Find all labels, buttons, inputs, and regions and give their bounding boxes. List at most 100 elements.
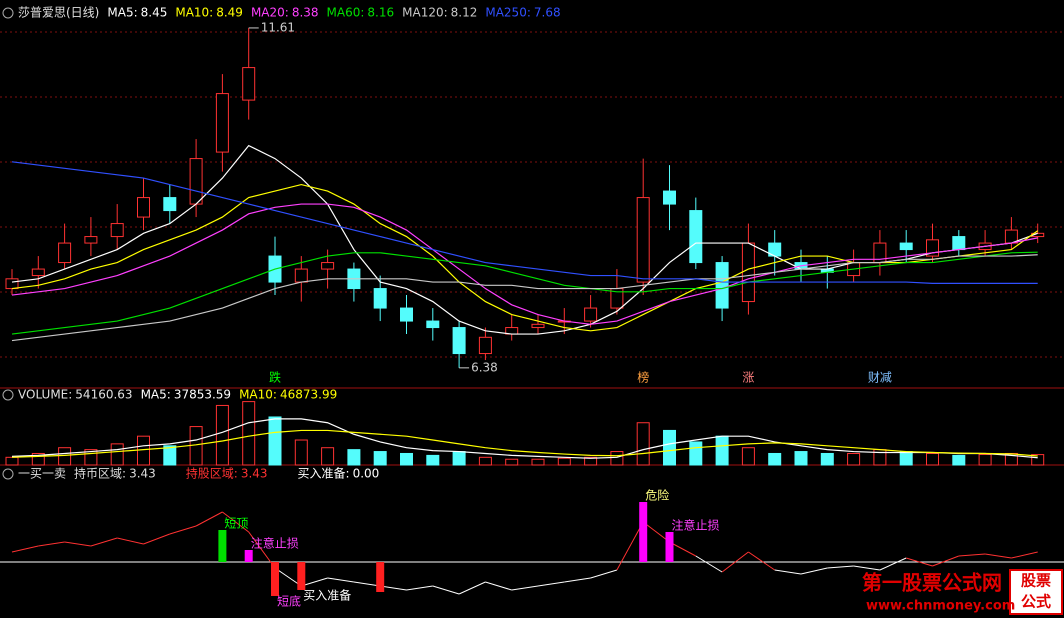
indicator-segment (248, 531, 276, 569)
event-marker: 榜 (637, 370, 649, 385)
legend-text: MA5: (141, 388, 171, 402)
volume-bar (689, 441, 703, 466)
watermark-title: 第一股票公式网 (862, 571, 1002, 595)
legend-text: MA120: (402, 6, 448, 20)
signal-label: 注意止损 (672, 518, 720, 533)
indicator-segment (195, 511, 223, 527)
indicator-segment (222, 511, 250, 533)
indicator-segment (616, 521, 644, 571)
candle-body (242, 67, 256, 101)
indicator-segment (695, 555, 723, 573)
volume-bar (347, 449, 361, 466)
volume-bar (715, 435, 729, 466)
candle-body (321, 262, 335, 270)
ma-line (11, 251, 1038, 335)
indicator-segment (458, 581, 486, 595)
indicator-segment (406, 585, 433, 591)
volume-bar (137, 435, 150, 466)
ma-line (11, 203, 1038, 325)
indicator-segment (932, 555, 959, 567)
signal-bar (639, 502, 648, 562)
indicator-segment (169, 525, 197, 535)
indicator-segment (985, 553, 1012, 559)
legend-text: 46873.99 (280, 388, 337, 402)
candle-body (636, 197, 650, 283)
menu-icon[interactable] (2, 7, 14, 19)
candle-body (426, 320, 440, 329)
volume-bar (505, 458, 519, 466)
indicator-segment (301, 577, 328, 587)
indicator-segment (117, 537, 144, 545)
candle-body (215, 93, 229, 153)
indicator-segment (827, 565, 854, 569)
volume-bar (163, 445, 177, 466)
volume-bar (926, 452, 939, 466)
indicator-segment (642, 521, 670, 543)
legend-text: VOLUME: (18, 388, 72, 402)
indicator-segment (906, 557, 933, 567)
volume-bar (321, 447, 335, 466)
indicator-segment (38, 541, 65, 547)
candle-body (163, 197, 177, 212)
candle-body (689, 210, 703, 264)
volume-bar (58, 447, 72, 466)
indicator-segment (511, 585, 539, 591)
ma-line (11, 161, 1038, 284)
indicator-segment (800, 567, 828, 575)
candle-body (137, 197, 150, 218)
volume-bar (426, 454, 440, 466)
indicator-segment (432, 585, 460, 595)
indicator-segment (774, 569, 802, 575)
candle-body (31, 268, 45, 277)
candle-body (452, 327, 466, 355)
legend-text: 3.43 (129, 467, 156, 481)
indicator-segment (380, 585, 407, 591)
volume-bar (1031, 454, 1045, 466)
volume-bar (452, 451, 466, 466)
volume-bar (242, 401, 256, 466)
indicator-segment (353, 581, 381, 587)
volume-bar (636, 422, 650, 466)
legend-text: 莎普爱思(日线) (18, 6, 99, 20)
volume-bar (373, 451, 387, 466)
legend-text: 8.49 (216, 6, 243, 20)
signal-bar (376, 562, 385, 592)
event-marker: 跌 (269, 370, 281, 385)
legend-text: 一买一卖 (18, 467, 66, 481)
indicator-segment (669, 541, 697, 557)
indicator-segment (90, 537, 118, 547)
indicator-segment (327, 577, 354, 583)
indicator-segment (537, 581, 565, 587)
legend-text: 8.16 (367, 6, 394, 20)
signal-bar (665, 532, 674, 562)
candle-body (899, 242, 913, 251)
legend-text: MA10: (175, 6, 213, 20)
indicator-segment (958, 553, 986, 557)
menu-icon[interactable] (2, 389, 14, 401)
legend-text: 37853.59 (174, 388, 231, 402)
candle-body (531, 323, 545, 329)
volume-bar (268, 416, 282, 466)
watermark-badge-text: 公式 (1021, 593, 1051, 611)
watermark-url: www.chnmoney.com (866, 599, 1015, 614)
volume-bar (5, 456, 19, 466)
volume-bar (531, 458, 545, 466)
volume-bar (820, 452, 834, 466)
legend-text: 持股区域: (186, 466, 238, 481)
signal-label: 买入准备 (303, 589, 351, 603)
candle-body (741, 242, 755, 303)
candle-body (58, 242, 72, 264)
volume-bar (847, 452, 861, 466)
legend-text: 8.12 (451, 6, 478, 20)
event-marker: 涨 (742, 370, 754, 385)
legend-text: 持币区域: (74, 466, 126, 481)
indicator-segment (721, 551, 749, 573)
legend-text: 8.45 (141, 6, 168, 20)
candle-body (400, 307, 413, 322)
indicator-segment (485, 581, 512, 591)
indicator-segment (853, 565, 880, 571)
menu-icon[interactable] (2, 468, 14, 480)
candle-body (110, 223, 124, 238)
signal-bar (218, 530, 227, 562)
